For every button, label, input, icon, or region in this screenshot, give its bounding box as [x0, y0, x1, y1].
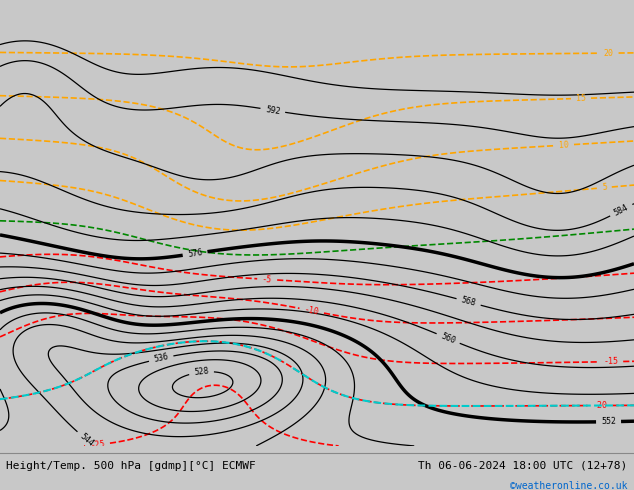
Text: ©weatheronline.co.uk: ©weatheronline.co.uk — [510, 481, 628, 490]
Text: 552: 552 — [601, 417, 616, 426]
Text: 584: 584 — [612, 203, 630, 218]
Text: 536: 536 — [153, 352, 169, 365]
Text: -25: -25 — [89, 440, 105, 450]
Text: 20: 20 — [604, 49, 614, 58]
Text: 560: 560 — [439, 332, 457, 345]
Text: 576: 576 — [187, 248, 203, 259]
Text: 15: 15 — [576, 94, 586, 103]
Text: 568: 568 — [460, 295, 477, 308]
Text: -20: -20 — [593, 401, 607, 410]
Text: -5: -5 — [262, 274, 273, 284]
Text: Th 06-06-2024 18:00 UTC (12+78): Th 06-06-2024 18:00 UTC (12+78) — [418, 461, 628, 471]
Text: -15: -15 — [603, 357, 618, 367]
Text: 5: 5 — [602, 183, 607, 193]
Text: 528: 528 — [193, 367, 209, 377]
Text: 544: 544 — [79, 432, 96, 448]
Text: -10: -10 — [304, 305, 320, 317]
Text: 592: 592 — [264, 105, 281, 116]
Text: 10: 10 — [559, 140, 569, 150]
Text: Height/Temp. 500 hPa [gdmp][°C] ECMWF: Height/Temp. 500 hPa [gdmp][°C] ECMWF — [6, 461, 256, 471]
